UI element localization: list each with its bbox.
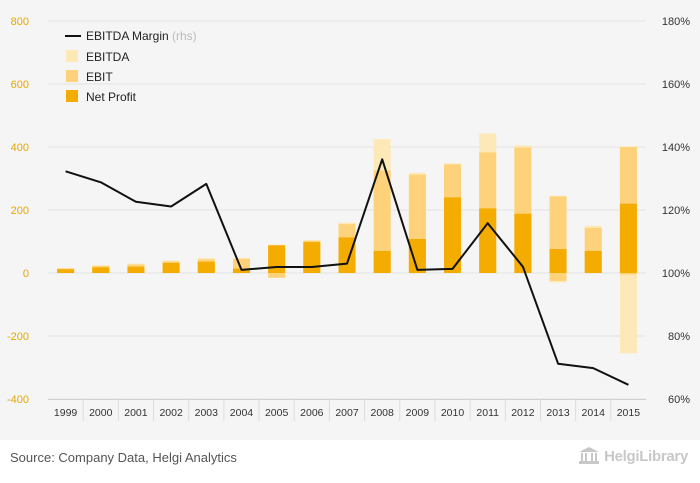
x-tick-label: 2008 [370, 407, 394, 419]
bar-net-profit [549, 249, 567, 273]
y-right-tick-label: 160% [662, 79, 690, 91]
x-tick-label: 2011 [476, 407, 499, 419]
x-tick-label: 2010 [441, 407, 465, 419]
legend-swatch-net-profit [66, 90, 78, 102]
bar-ebit-negative [549, 273, 567, 281]
legend-note-rhs: (rhs) [172, 29, 197, 43]
y-right-tick-label: 80% [668, 331, 690, 343]
legend-swatch-ebitda [66, 50, 78, 62]
legend-label-ebit: EBIT [86, 70, 113, 84]
bar-net-profit [373, 250, 391, 273]
bar-net-profit [444, 197, 462, 273]
y-left-tick-label: 600 [11, 79, 29, 91]
bar-net-profit [479, 208, 497, 273]
chart-area: 800 600 400 200 0 -200 -400 180% 160% 140% 120% 100… [6, 16, 691, 421]
y-right-tick-label: 120% [662, 205, 690, 217]
combo-chart: 8006004002000-200-400180%160%140%120%100… [7, 16, 690, 421]
source-note: Source: Company Data, Helgi Analytics [10, 450, 237, 465]
y-right-tick-label: 140% [662, 142, 690, 154]
logo-text: HelgiLibrary [604, 447, 688, 465]
x-tick-label: 2009 [406, 407, 430, 419]
x-tick-label: 2012 [511, 407, 535, 419]
x-tick-label: 2007 [335, 407, 359, 419]
legend-swatch-ebit [66, 70, 78, 82]
x-tick-label: 2013 [546, 407, 570, 419]
helgi-library-logo[interactable]: HelgiLibrary [578, 447, 688, 465]
legend: EBITDA Margin (rhs) EBITDA EBIT Net Prof… [65, 29, 197, 104]
x-tick-label: 2003 [195, 407, 219, 419]
x-tick-label: 2001 [124, 407, 148, 419]
axes: 8006004002000-200-400180%160%140%120%100… [7, 16, 690, 421]
bar-net-profit [197, 261, 215, 273]
y-right-tick-label: 60% [668, 394, 690, 406]
bar-ebit [373, 170, 391, 273]
y-left-tick-label: 0 [23, 268, 29, 280]
line-ebitda-margin [65, 158, 629, 386]
y-left-tick-label: -400 [7, 394, 29, 406]
x-tick-label: 2000 [89, 407, 113, 419]
x-tick-label: 2014 [582, 407, 606, 419]
x-tick-label: 2015 [617, 407, 641, 419]
y-left-tick-label: 800 [11, 16, 29, 28]
y-left-tick-label: 200 [11, 205, 29, 217]
library-building-icon [579, 447, 600, 464]
bar-net-profit [268, 245, 286, 273]
y-right-tick-label: 100% [662, 268, 690, 280]
bar-net-profit [619, 203, 637, 273]
footer: Source: Company Data, Helgi Analytics He… [0, 440, 700, 483]
bar-net-profit [92, 267, 110, 273]
bar-ebitda-negative [619, 273, 637, 354]
margin-line [65, 158, 629, 386]
bar-net-profit [584, 250, 602, 273]
bar-net-profit [127, 266, 145, 273]
bar-net-profit [57, 269, 75, 273]
legend-label-margin: EBITDA Margin [86, 29, 169, 43]
bar-net-profit [162, 262, 180, 273]
bar-ebit-negative [619, 273, 637, 275]
y-left-tick-label: 400 [11, 142, 29, 154]
x-tick-label: 1999 [54, 407, 78, 419]
x-tick-label: 2002 [159, 407, 183, 419]
bar-net-profit [303, 242, 321, 273]
bars [57, 133, 637, 354]
bar-ebit-negative [268, 273, 286, 278]
legend-label-ebitda: EBITDA [86, 50, 129, 64]
y-right-tick-label: 180% [662, 16, 690, 28]
bar-net-profit [514, 213, 532, 273]
legend-label-net-profit: Net Profit [86, 90, 137, 104]
y-left-tick-label: -200 [7, 331, 29, 343]
bar-net-profit [338, 237, 356, 273]
x-tick-label: 2006 [300, 407, 324, 419]
bar-net-profit [408, 238, 426, 273]
x-tick-label: 2004 [230, 407, 254, 419]
x-tick-label: 2005 [265, 407, 289, 419]
